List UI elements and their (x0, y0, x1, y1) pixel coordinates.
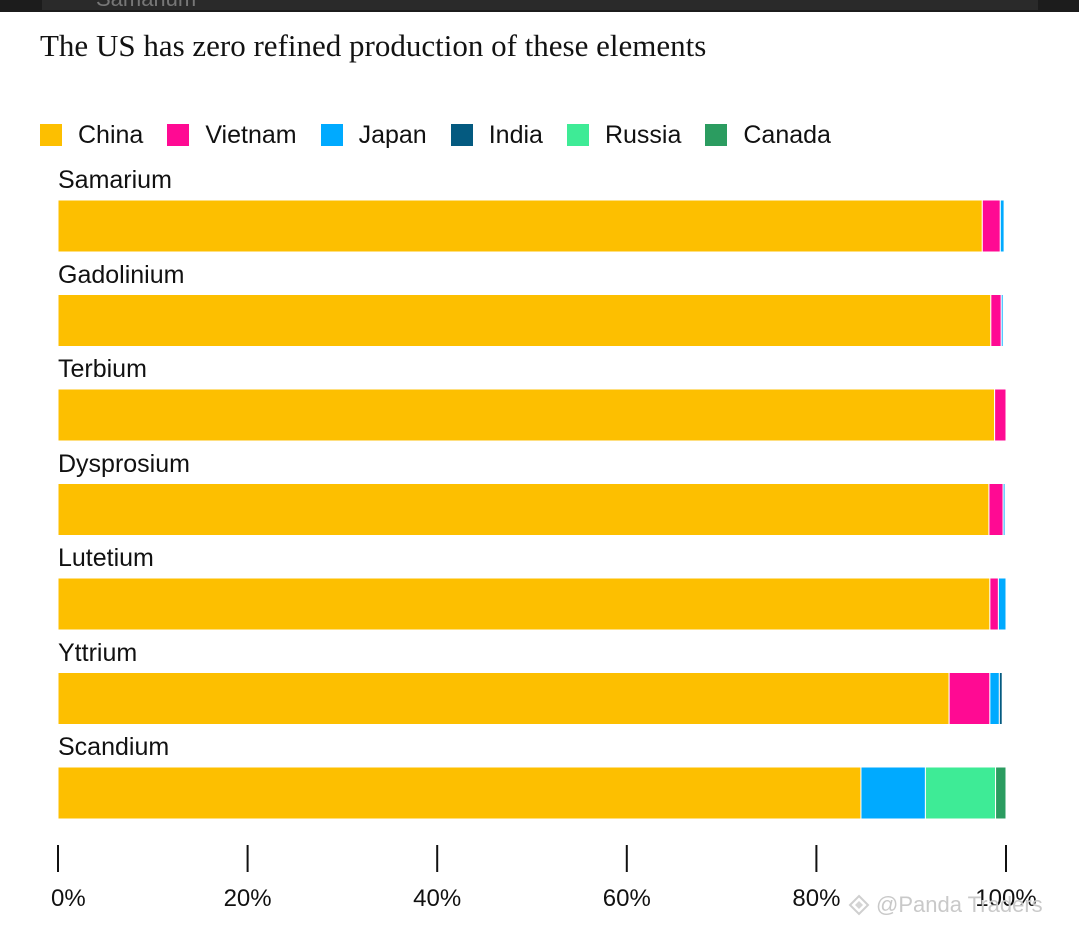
legend-label-canada: Canada (743, 120, 831, 149)
bar-segment-yttrium-india (998, 672, 1003, 725)
legend-item-russia: Russia (566, 120, 682, 150)
bar-segment-samarium-vietnam (981, 199, 1001, 253)
bar-row-yttrium (57, 672, 1003, 725)
bar-segment-terbium-vietnam (994, 388, 1007, 442)
legend-swatch-india (450, 124, 473, 146)
top-strip-text: Samarium (96, 0, 196, 10)
bar-label-yttrium: Yttrium (58, 638, 138, 667)
bar-segment-gadolinium-japan (1000, 294, 1004, 347)
legend-swatch-japan (320, 124, 343, 146)
bar-segment-dysprosium-china (57, 483, 990, 536)
legend-label-india: India (488, 120, 543, 149)
legend-label-china: China (78, 120, 144, 149)
legend-swatch-vietnam (167, 124, 190, 146)
watermark: @Panda Traders (848, 888, 1043, 922)
legend-item-vietnam: Vietnam (167, 120, 297, 150)
bar-label-dysprosium: Dysprosium (58, 449, 190, 478)
legend-item-india: India (450, 120, 543, 150)
x-tick-label-100: 100% (975, 885, 1036, 912)
bar-row-lutetium (57, 577, 1007, 631)
bar-segment-yttrium-china (57, 672, 950, 725)
bar-row-terbium (57, 388, 1007, 442)
legend-item-china: China (40, 121, 143, 150)
bar-segment-yttrium-vietnam (948, 672, 991, 725)
bar-label-scandium: Scandium (58, 733, 170, 761)
bar-segment-lutetium-china (57, 577, 991, 631)
bar-segment-gadolinium-china (57, 294, 992, 347)
legend-swatch-canada (705, 124, 728, 146)
bar-label-gadolinium: Gadolinium (58, 260, 185, 289)
bar-segment-lutetium-japan (997, 577, 1007, 631)
bar-row-samarium (57, 199, 1005, 253)
bar-segment-gadolinium-vietnam (990, 294, 1002, 347)
x-tick-label-40: 40% (413, 885, 461, 912)
bar-segment-scandium-china (57, 766, 862, 820)
bar-row-gadolinium (57, 294, 1004, 347)
bar-segment-dysprosium-vietnam (988, 483, 1004, 536)
bar-segment-terbium-china (57, 388, 996, 442)
legend-label-vietnam: Vietnam (205, 120, 297, 149)
x-tick-label-20: 20% (224, 885, 272, 912)
top-strip: Samarium (0, 0, 1079, 12)
legend-label-russia: Russia (604, 120, 682, 149)
bar-segment-samarium-japan (999, 199, 1005, 253)
legend-swatch-china (40, 124, 62, 146)
bar-segment-samarium-china (57, 199, 983, 253)
bar-row-dysprosium (57, 483, 1006, 536)
legend-swatch-russia (566, 124, 589, 146)
x-tick-label-80: 80% (792, 885, 840, 912)
chart-title: The US has zero refined production of th… (40, 28, 707, 63)
top-strip-panel: Samarium (42, 0, 1038, 10)
bar-segment-lutetium-vietnam (989, 577, 999, 631)
bar-label-terbium: Terbium (58, 355, 147, 383)
bar-segment-scandium-canada (995, 766, 1007, 820)
x-tick-label-60: 60% (603, 885, 651, 912)
bar-label-samarium: Samarium (58, 166, 172, 194)
bar-segment-yttrium-japan (989, 672, 1000, 725)
bar-segment-scandium-russia (924, 766, 997, 820)
watermark-text: @Panda Traders (876, 892, 1043, 917)
bar-segment-dysprosium-japan (1002, 483, 1006, 536)
legend-item-canada: Canada (705, 121, 831, 150)
bar-row-scandium (57, 766, 1007, 820)
legend: China Vietnam Japan India Russia Canada (40, 118, 855, 152)
watermark-logo-icon (848, 894, 870, 916)
bar-label-lutetium: Lutetium (58, 544, 154, 572)
bar-segment-scandium-japan (860, 766, 926, 820)
legend-label-japan: Japan (358, 120, 427, 149)
x-tick-label-0: 0% (51, 885, 86, 912)
legend-item-japan: Japan (320, 120, 427, 150)
